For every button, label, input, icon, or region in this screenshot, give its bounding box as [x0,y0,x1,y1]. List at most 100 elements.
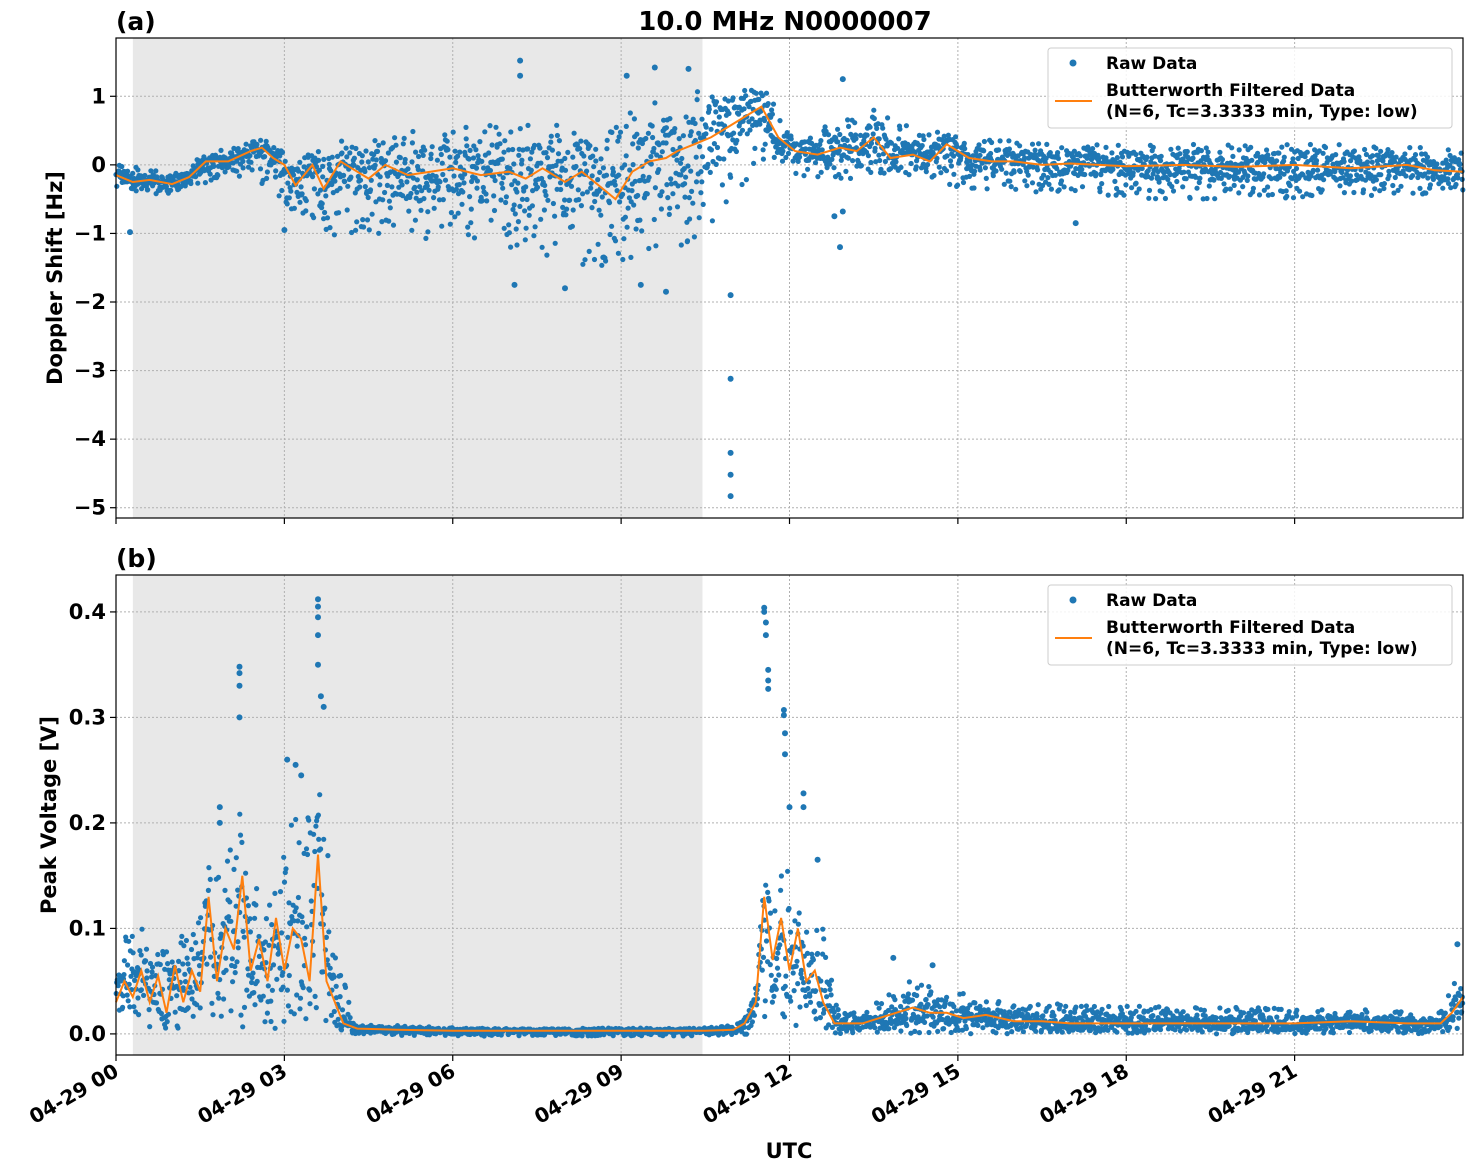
raw-data-point [818,169,824,175]
raw-data-point [382,189,388,196]
raw-data-point [247,929,253,935]
raw-data-point [675,183,681,189]
raw-data-point [1223,186,1229,192]
raw-data-point [1248,1013,1254,1019]
raw-data-point [1252,1018,1258,1024]
raw-data-point [459,175,465,181]
raw-data-point [1162,195,1168,202]
raw-data-point [135,995,141,1001]
raw-data-point [1137,158,1143,164]
raw-data-point [951,171,957,177]
raw-data-point [1196,179,1202,186]
raw-data-point [126,981,132,987]
raw-data-point [760,156,767,162]
raw-data-point [814,927,820,934]
raw-data-point [491,207,498,214]
raw-data-point [1048,186,1054,192]
raw-data-point [812,160,819,166]
raw-data-point [898,1028,904,1034]
raw-data-point [422,147,428,153]
raw-data-point [466,156,472,162]
raw-data-point [850,158,856,164]
raw-data-point [407,194,413,200]
raw-data-point [1304,149,1310,155]
raw-data-point [682,181,688,187]
raw-data-point [640,173,646,179]
raw-data-point [258,997,264,1003]
raw-data-point [523,184,529,190]
raw-data-point [271,145,277,151]
panel-a-legend-box [1047,47,1453,129]
raw-data-point [880,125,886,131]
raw-data-point [721,156,727,162]
raw-data-point [313,1005,319,1011]
raw-data-point [846,123,852,129]
raw-data-point [1417,145,1423,151]
raw-data-point [148,168,154,174]
raw-data-point [1180,156,1186,162]
raw-data-point [809,951,815,957]
raw-data-point [810,957,817,963]
raw-data-point [708,147,715,153]
raw-data-point [570,207,576,213]
raw-data-point [845,117,851,123]
raw-data-point [668,176,674,182]
raw-data-point [1370,153,1376,159]
raw-data-point [235,146,241,152]
raw-data-point [649,123,655,129]
raw-data-point [339,138,345,144]
raw-data-point [463,136,469,142]
raw-data-point [341,172,347,178]
raw-data-point [1044,141,1050,147]
raw-data-point [376,142,382,148]
raw-data-point [1114,185,1120,192]
raw-data-point [663,125,670,131]
raw-data-outlier [637,281,644,288]
raw-data-point [1206,183,1212,189]
raw-data-point [1068,1009,1074,1015]
raw-data-point [897,126,903,132]
raw-data-point [580,261,586,267]
raw-data-point [1041,172,1047,178]
raw-data-point [930,1014,936,1020]
raw-data-point [390,222,397,228]
raw-data-point [817,141,823,148]
raw-data-point [501,149,507,155]
raw-data-point [286,972,292,979]
raw-data-point [1022,178,1028,184]
raw-data-point [692,120,698,127]
raw-data-point [878,166,884,172]
raw-data-point [516,152,522,158]
raw-data-point [302,942,309,948]
raw-data-point [630,162,636,168]
raw-data-point [420,152,426,158]
raw-data-point [672,126,678,132]
raw-data-point [865,153,872,159]
raw-data-point [874,125,880,131]
raw-data-point [698,190,704,196]
raw-data-point [121,958,127,964]
raw-data-point [281,1018,287,1024]
raw-data-point [743,93,749,99]
raw-data-point [532,224,538,230]
raw-data-point [262,939,268,945]
raw-data-point [584,189,590,195]
raw-data-point [1072,187,1078,194]
raw-data-point [272,174,279,180]
raw-data-point [442,132,448,138]
raw-data-point [333,983,339,989]
raw-data-point [593,158,599,164]
raw-data-point [804,950,811,957]
raw-data-point [143,958,149,964]
raw-data-point [522,208,528,214]
raw-data-point [1269,191,1275,198]
raw-data-point [1006,138,1012,144]
raw-data-point [578,203,585,209]
raw-data-point [587,143,593,149]
raw-data-point [1309,192,1315,199]
raw-data-point [132,977,138,984]
raw-data-point [137,948,143,954]
raw-data-point [268,1018,274,1025]
raw-data-point [452,214,458,220]
raw-data-point [542,188,548,194]
